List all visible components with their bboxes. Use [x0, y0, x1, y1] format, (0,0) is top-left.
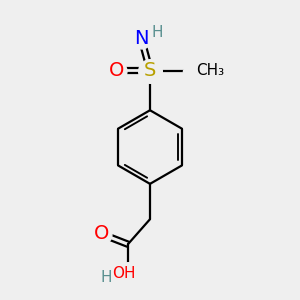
Text: O: O	[109, 61, 124, 80]
Text: H: H	[152, 25, 163, 40]
Text: H: H	[101, 270, 112, 285]
Text: S: S	[144, 61, 156, 80]
Text: OH: OH	[112, 266, 135, 281]
Text: CH₃: CH₃	[196, 63, 224, 78]
Text: N: N	[134, 28, 148, 48]
Text: O: O	[94, 224, 109, 243]
